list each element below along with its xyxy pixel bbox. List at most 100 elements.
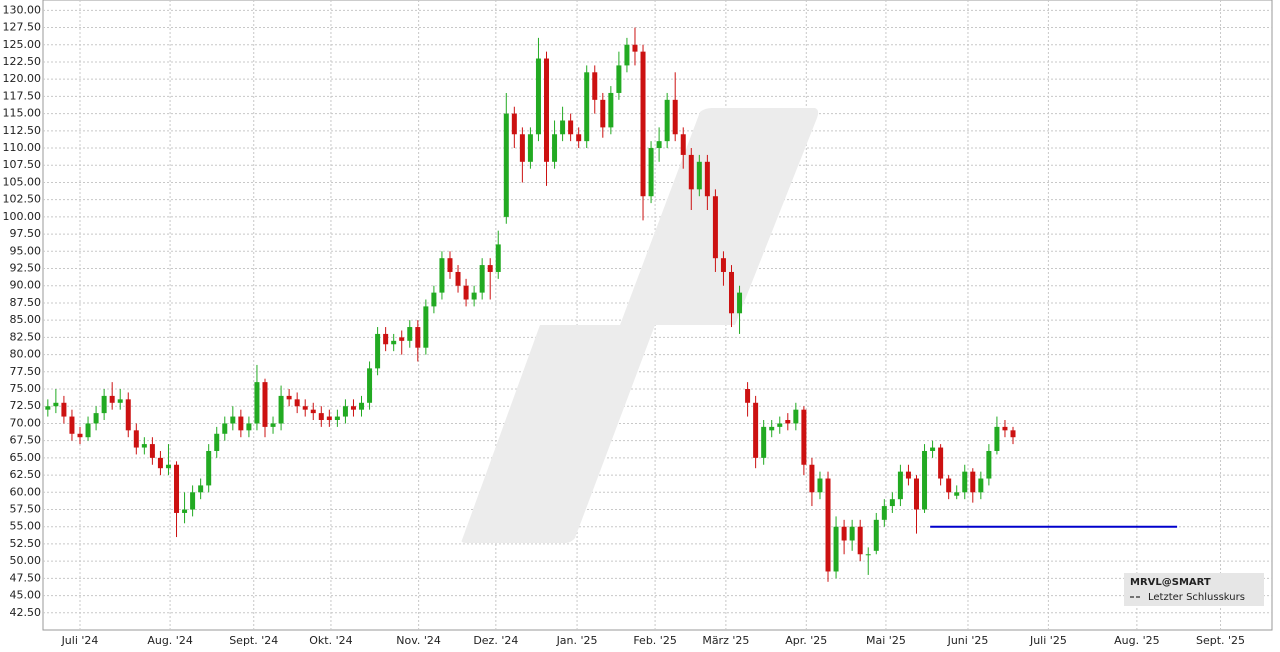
candle-body bbox=[310, 409, 316, 414]
candle-body bbox=[648, 148, 654, 197]
y-tick-label: 60.00 bbox=[10, 485, 42, 498]
x-tick-label: Apr. '25 bbox=[785, 634, 827, 647]
candle-body bbox=[970, 471, 976, 493]
candles bbox=[45, 27, 1178, 582]
y-tick-label: 55.00 bbox=[10, 520, 42, 533]
y-tick-label: 45.00 bbox=[10, 589, 42, 602]
x-tick-label: Feb. '25 bbox=[633, 634, 677, 647]
y-tick-label: 90.00 bbox=[10, 279, 42, 292]
candle-body bbox=[833, 526, 839, 572]
x-tick-label: Aug. '24 bbox=[147, 634, 193, 647]
y-tick-label: 125.00 bbox=[3, 38, 42, 51]
y-tick-label: 75.00 bbox=[10, 382, 42, 395]
candle-body bbox=[503, 113, 509, 217]
candle-body bbox=[407, 327, 413, 341]
grid bbox=[43, 0, 1272, 630]
candle-body bbox=[61, 402, 67, 417]
candle-body bbox=[632, 44, 638, 52]
candle-body bbox=[222, 423, 228, 434]
candle-body bbox=[487, 265, 493, 272]
y-tick-label: 122.50 bbox=[3, 55, 42, 68]
y-tick-label: 97.50 bbox=[10, 227, 42, 240]
candle-body bbox=[962, 471, 968, 493]
candle-body bbox=[640, 51, 646, 197]
y-tick-label: 120.00 bbox=[3, 72, 42, 85]
y-tick-label: 80.00 bbox=[10, 348, 42, 361]
candle-body bbox=[431, 292, 437, 307]
candle-body bbox=[922, 450, 928, 510]
y-tick-label: 57.50 bbox=[10, 503, 42, 516]
candle-body bbox=[342, 406, 348, 417]
y-tick-label: 52.50 bbox=[10, 537, 42, 550]
candle-body bbox=[326, 416, 332, 420]
candle-body bbox=[286, 395, 292, 400]
y-tick-label: 102.50 bbox=[3, 193, 42, 206]
candle-body bbox=[865, 554, 871, 556]
candle-body bbox=[495, 244, 501, 272]
candle-body bbox=[302, 406, 308, 410]
candle-body bbox=[881, 506, 887, 520]
candle-body bbox=[535, 58, 541, 135]
candle-body bbox=[262, 382, 268, 427]
candle-body bbox=[455, 271, 461, 286]
candle-body bbox=[238, 416, 244, 431]
candle-body bbox=[938, 447, 944, 479]
y-tick-label: 92.50 bbox=[10, 262, 42, 275]
candle-body bbox=[101, 395, 107, 414]
candle-body bbox=[994, 426, 1000, 451]
x-tick-label: Juli '24 bbox=[61, 634, 99, 647]
x-tick-label: Sept. '24 bbox=[229, 634, 278, 647]
candle-body bbox=[206, 450, 212, 486]
candle-body bbox=[85, 423, 91, 438]
y-tick-label: 85.00 bbox=[10, 313, 42, 326]
candle-body bbox=[1010, 430, 1016, 438]
candle-body bbox=[664, 99, 670, 142]
candle-body bbox=[93, 413, 99, 424]
y-tick-label: 72.50 bbox=[10, 399, 42, 412]
x-tick-label: März '25 bbox=[702, 634, 749, 647]
candle-body bbox=[801, 409, 807, 465]
candle-body bbox=[149, 444, 155, 458]
candle-body bbox=[954, 492, 960, 496]
candle-body bbox=[214, 433, 220, 451]
y-tick-label: 95.00 bbox=[10, 244, 42, 257]
candle-body bbox=[125, 399, 131, 431]
candle-body bbox=[897, 471, 903, 500]
candle-body bbox=[873, 519, 879, 551]
candle-body bbox=[930, 447, 936, 451]
y-tick-label: 87.50 bbox=[10, 296, 42, 309]
candle-body bbox=[913, 478, 919, 510]
candle-body bbox=[391, 340, 397, 345]
y-tick-label: 100.00 bbox=[3, 210, 42, 223]
x-tick-label: Aug. '25 bbox=[1114, 634, 1160, 647]
candle-body bbox=[825, 478, 831, 572]
y-tick-label: 47.50 bbox=[10, 571, 42, 584]
candle-body bbox=[350, 406, 356, 410]
y-tick-label: 105.00 bbox=[3, 175, 42, 188]
candle-body bbox=[552, 134, 558, 162]
candle-body bbox=[841, 526, 847, 541]
x-tick-label: Dez. '24 bbox=[473, 634, 518, 647]
candle-body bbox=[375, 333, 381, 369]
candle-body bbox=[544, 58, 550, 162]
candle-body bbox=[576, 134, 582, 142]
candle-body bbox=[624, 44, 630, 66]
y-tick-label: 70.00 bbox=[10, 416, 42, 429]
candle-body bbox=[720, 258, 726, 272]
watermark bbox=[461, 108, 819, 543]
legend: MRVL@SMART Letzter Schlusskurs bbox=[1124, 573, 1264, 606]
candle-body bbox=[857, 526, 863, 555]
y-tick-label: 110.00 bbox=[3, 141, 42, 154]
candle-body bbox=[77, 433, 83, 438]
legend-box bbox=[1124, 573, 1264, 606]
candle-body bbox=[383, 333, 389, 345]
candle-body bbox=[439, 258, 445, 293]
candle-body bbox=[334, 416, 340, 420]
y-tick-label: 62.50 bbox=[10, 468, 42, 481]
candle-body bbox=[246, 423, 252, 431]
y-tick-label: 67.50 bbox=[10, 434, 42, 447]
candle-body bbox=[69, 416, 75, 434]
candle-body bbox=[294, 399, 300, 407]
candle-body bbox=[849, 526, 855, 541]
